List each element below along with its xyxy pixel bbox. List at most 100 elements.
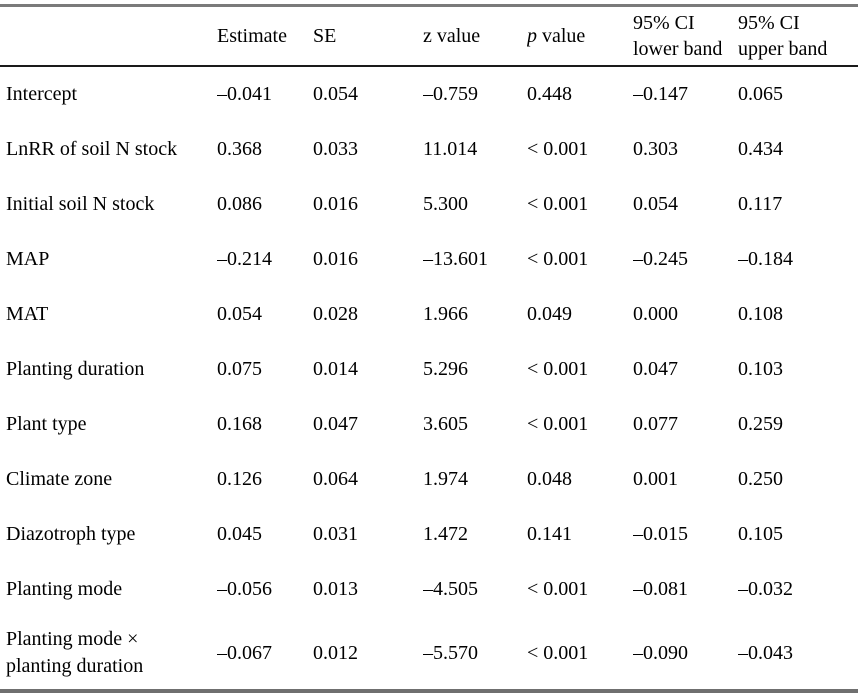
cell-ci-upper: 0.108 — [738, 303, 783, 325]
cell-p-value: 0.448 — [527, 83, 572, 105]
cell-se: 0.013 — [313, 578, 358, 600]
cell-ci-lower: –0.090 — [633, 641, 688, 664]
cell-estimate: –0.056 — [217, 578, 272, 600]
cell-ci-upper: 0.105 — [738, 523, 783, 545]
table-body: Intercept –0.041 0.054 –0.759 0.448 –0.1… — [0, 66, 858, 691]
cell-se: 0.031 — [313, 523, 358, 545]
cell-predictor-label: Diazotroph type — [6, 523, 136, 545]
cell-z-value: 1.966 — [423, 303, 468, 325]
table-row: MAT 0.054 0.028 1.966 0.049 0.000 0.108 — [0, 287, 858, 342]
cell-se: 0.033 — [313, 138, 358, 160]
cell-estimate: 0.126 — [217, 468, 262, 490]
cell-ci-upper: 0.065 — [738, 83, 783, 105]
cell-p-value: < 0.001 — [527, 413, 589, 435]
cell-predictor-label: Intercept — [6, 83, 78, 105]
cell-p-value: < 0.001 — [527, 641, 589, 664]
cell-estimate: –0.214 — [217, 248, 272, 270]
cell-z-value: –5.570 — [423, 641, 478, 664]
cell-p-value: 0.049 — [527, 303, 572, 325]
cell-se: 0.014 — [313, 358, 358, 380]
column-header-blank — [0, 5, 217, 67]
table-header: Estimate SE z value p value 95% CI lower … — [0, 5, 858, 67]
cell-z-value: 1.472 — [423, 523, 468, 545]
table-row: MAP –0.214 0.016 –13.601 < 0.001 –0.245 … — [0, 232, 858, 287]
header-row: Estimate SE z value p value 95% CI lower … — [0, 5, 858, 67]
cell-z-value: 1.974 — [423, 468, 468, 490]
cell-estimate: –0.041 — [217, 83, 272, 105]
cell-se: 0.016 — [313, 248, 358, 270]
cell-ci-upper: 0.434 — [738, 138, 783, 160]
cell-p-value: < 0.001 — [527, 138, 589, 160]
column-header-z-value: z value — [423, 5, 527, 67]
cell-predictor-label: Initial soil N stock — [6, 193, 155, 215]
cell-ci-lower: 0.001 — [633, 468, 678, 490]
cell-se: 0.047 — [313, 413, 358, 435]
cell-ci-lower: 0.000 — [633, 303, 678, 325]
column-header-se: SE — [313, 5, 423, 67]
table-row: Initial soil N stock 0.086 0.016 5.300 <… — [0, 177, 858, 232]
cell-p-value: < 0.001 — [527, 358, 589, 380]
cell-estimate: 0.054 — [217, 303, 262, 325]
cell-p-value: 0.141 — [527, 523, 572, 545]
table-row: Climate zone 0.126 0.064 1.974 0.048 0.0… — [0, 452, 858, 507]
cell-se: 0.064 — [313, 468, 358, 490]
column-header-p-value: p value — [527, 5, 633, 67]
cell-estimate: 0.075 — [217, 358, 262, 380]
cell-p-value: 0.048 — [527, 468, 572, 490]
cell-ci-upper: –0.184 — [738, 248, 793, 270]
column-header-ci-upper: 95% CI upper band — [738, 5, 858, 67]
cell-estimate: 0.086 — [217, 193, 262, 215]
cell-ci-upper: –0.032 — [738, 578, 793, 600]
cell-z-value: –13.601 — [423, 248, 488, 270]
cell-z-value: –0.759 — [423, 83, 478, 105]
cell-ci-lower: 0.047 — [633, 358, 678, 380]
cell-se: 0.054 — [313, 83, 358, 105]
p-value-italic-letter: p — [527, 25, 537, 47]
cell-ci-lower: –0.245 — [633, 248, 688, 270]
cell-estimate: 0.045 — [217, 523, 262, 545]
cell-estimate: –0.067 — [217, 641, 272, 664]
cell-predictor-label: Planting duration — [6, 358, 145, 380]
cell-predictor-label: Plant type — [6, 413, 87, 435]
table-row: Intercept –0.041 0.054 –0.759 0.448 –0.1… — [0, 66, 858, 122]
cell-ci-upper: –0.043 — [738, 641, 793, 664]
cell-predictor-label: Planting mode — [6, 578, 123, 600]
table-row: LnRR of soil N stock 0.368 0.033 11.014 … — [0, 122, 858, 177]
cell-p-value: < 0.001 — [527, 248, 589, 270]
table-row: Planting mode –0.056 0.013 –4.505 < 0.00… — [0, 562, 858, 617]
ci-lower-line1: 95% CI — [633, 12, 695, 34]
cell-ci-lower: 0.077 — [633, 413, 678, 435]
ci-upper-line1: 95% CI — [738, 12, 800, 34]
table-row: Planting mode × planting duration –0.067 … — [0, 617, 858, 691]
ci-upper-line2: upper band — [738, 38, 828, 60]
cell-predictor-label: MAT — [6, 303, 49, 325]
ci-lower-line2: lower band — [633, 38, 723, 60]
cell-se: 0.016 — [313, 193, 358, 215]
cell-ci-lower: –0.015 — [633, 523, 688, 545]
cell-ci-lower: 0.303 — [633, 138, 678, 160]
p-value-rest: value — [537, 25, 586, 47]
cell-ci-lower: 0.054 — [633, 193, 678, 215]
cell-ci-lower: –0.147 — [633, 83, 688, 105]
column-header-ci-lower: 95% CI lower band — [633, 5, 738, 67]
cell-ci-upper: 0.103 — [738, 358, 783, 380]
cell-se: 0.028 — [313, 303, 358, 325]
cell-predictor-label: MAP — [6, 248, 50, 270]
cell-estimate: 0.368 — [217, 138, 262, 160]
cell-p-value: < 0.001 — [527, 193, 589, 215]
cell-ci-lower: –0.081 — [633, 578, 688, 600]
cell-se: 0.012 — [313, 641, 358, 664]
cell-ci-upper: 0.250 — [738, 468, 783, 490]
cell-p-value: < 0.001 — [527, 578, 589, 600]
cell-ci-upper: 0.117 — [738, 193, 783, 215]
cell-z-value: 5.296 — [423, 358, 468, 380]
cell-ci-upper: 0.259 — [738, 413, 783, 435]
cell-z-value: –4.505 — [423, 578, 478, 600]
table-row: Planting duration 0.075 0.014 5.296 < 0.… — [0, 342, 858, 397]
cell-predictor-label: Climate zone — [6, 468, 113, 490]
cell-z-value: 5.300 — [423, 193, 468, 215]
column-header-estimate: Estimate — [217, 5, 313, 67]
table-row: Diazotroph type 0.045 0.031 1.472 0.141 … — [0, 507, 858, 562]
cell-predictor-label: Planting mode × planting duration — [6, 628, 144, 677]
